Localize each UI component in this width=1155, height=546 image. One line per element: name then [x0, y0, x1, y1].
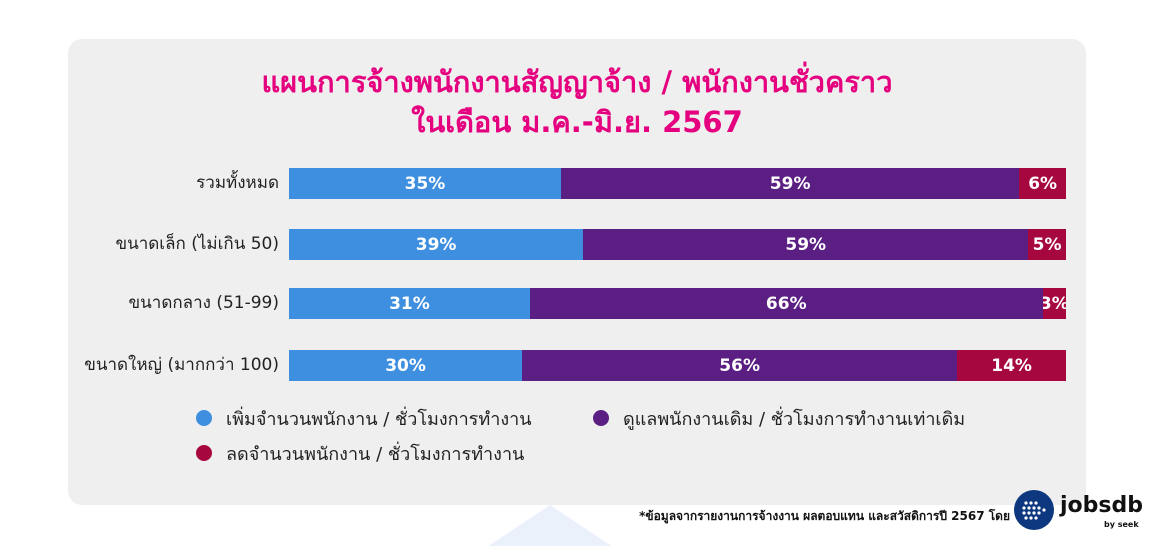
bar-segment-small-increase: 39%	[289, 229, 584, 260]
jobsdb-byline: by seek	[1104, 520, 1139, 529]
data-label-large-maintain: 56%	[719, 355, 760, 376]
category-label-large: ขนาดใหญ่ (มากกว่า 100)	[84, 355, 279, 375]
legend-dot-maintain	[593, 410, 609, 426]
chart-title-line1: แผนการจ้างพนักงานสัญญาจ้าง / พนักงานชั่ว…	[261, 65, 893, 99]
chart-panel	[68, 39, 1086, 505]
bar-segment-large-increase: 30%	[289, 350, 523, 381]
logo-dots-icon	[1022, 501, 1046, 520]
bar-small: 39% 59% 5%	[289, 229, 1066, 260]
data-label-medium-maintain: 66%	[765, 293, 807, 314]
data-label-total-maintain: 59%	[769, 173, 811, 194]
bar-segment-total-decrease: 6%	[1019, 168, 1066, 199]
legend-label-maintain: ดูแลพนักงานเดิม / ชั่วโมงการทำงานเท่าเดิ…	[623, 408, 966, 430]
bar-total: 35% 59% 6%	[289, 168, 1066, 199]
source-footnote: *ข้อมูลจากรายงานการจ้างงาน ผลตอบแทน และส…	[639, 509, 1010, 523]
bar-segment-total-maintain: 59%	[560, 168, 1020, 199]
category-label-medium: ขนาดกลาง (51-99)	[128, 293, 279, 313]
category-label-total: รวมทั้งหมด	[196, 173, 279, 193]
bar-segment-small-maintain: 59%	[583, 229, 1029, 260]
legend-item-decrease: ลดจำนวนพนักงาน / ชั่วโมงการทำงาน	[196, 440, 524, 466]
category-label-small: ขนาดเล็ก (ไม่เกิน 50)	[115, 234, 279, 254]
data-label-small-increase: 39%	[415, 234, 457, 255]
legend-label-increase: เพิ่มจำนวนพนักงาน / ชั่วโมงการทำงาน	[226, 408, 532, 430]
bar-segment-large-decrease: 14%	[957, 350, 1066, 381]
bar-segment-medium-maintain: 66%	[529, 288, 1043, 319]
data-label-total-decrease: 6%	[1028, 173, 1058, 194]
jobsdb-logo-icon	[1014, 490, 1054, 530]
data-label-large-decrease: 14%	[991, 355, 1032, 376]
data-label-medium-increase: 31%	[389, 293, 430, 314]
legend-item-increase: เพิ่มจำนวนพนักงาน / ชั่วโมงการทำงาน	[196, 405, 532, 431]
bar-segment-medium-increase: 31%	[289, 288, 530, 319]
legend-label-decrease: ลดจำนวนพนักงาน / ชั่วโมงการทำงาน	[226, 443, 525, 465]
bar-segment-total-increase: 35%	[289, 168, 561, 199]
background-decoration	[460, 505, 640, 546]
bar-medium: 31% 66% 3%	[289, 288, 1066, 319]
chart-title-line2: ในเดือน ม.ค.-มิ.ย. 2567	[411, 105, 743, 139]
legend-dot-decrease	[196, 445, 212, 461]
bar-segment-medium-decrease: 3%	[1042, 288, 1066, 319]
data-label-medium-decrease: 3%	[1042, 293, 1066, 314]
bar-large: 30% 56% 14%	[289, 350, 1066, 381]
legend-item-maintain: ดูแลพนักงานเดิม / ชั่วโมงการทำงานเท่าเดิ…	[593, 405, 965, 431]
bar-segment-large-maintain: 56%	[522, 350, 958, 381]
jobsdb-wordmark: jobsdb	[1060, 493, 1143, 518]
data-label-small-decrease: 5%	[1032, 234, 1062, 255]
legend-dot-increase	[196, 410, 212, 426]
data-label-total-increase: 35%	[404, 173, 446, 194]
bar-segment-small-decrease: 5%	[1028, 229, 1066, 260]
data-label-small-maintain: 59%	[785, 234, 827, 255]
data-label-large-increase: 30%	[385, 355, 426, 376]
